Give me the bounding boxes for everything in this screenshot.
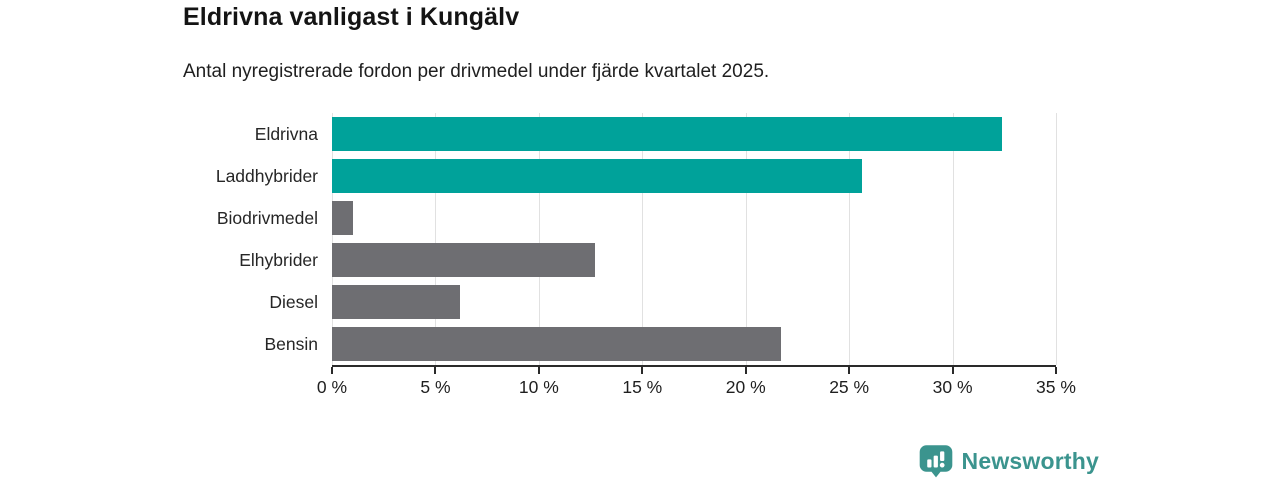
x-axis-tick: [641, 367, 644, 374]
x-axis-tick-label: 30 %: [932, 377, 973, 397]
x-axis-tick: [537, 367, 540, 374]
category-label: Elhybrider: [239, 249, 318, 270]
bar-track: [332, 327, 1056, 361]
bar: [332, 159, 862, 193]
bar-row: Diesel: [183, 281, 1056, 323]
bar-row: Laddhybrider: [183, 155, 1056, 197]
x-axis: 0 % 5 % 10 % 15 % 20 % 25 % 30 % 35 %: [317, 365, 1076, 403]
bar: [332, 327, 781, 361]
x-axis-tick: [951, 367, 954, 374]
x-axis-tick-label: 10 %: [518, 377, 559, 397]
gridline: [332, 113, 333, 365]
chart-title: Eldrivna vanligast i Kungälv: [183, 3, 520, 31]
gridline: [952, 113, 954, 365]
bar: [332, 285, 461, 319]
bar: [332, 201, 353, 235]
x-axis-tick-label: 5 %: [420, 377, 451, 397]
bar-chart: Eldrivna Laddhybrider Biodrivmedel Elhybrid…: [183, 113, 1076, 403]
chart-subtitle: Antal nyregistrerade fordon per drivmede…: [183, 61, 770, 82]
category-label: Laddhybrider: [215, 165, 318, 186]
x-axis-tick-label: 15 %: [622, 377, 663, 397]
bar-track: [332, 243, 1056, 277]
bar-row: Biodrivmedel: [183, 197, 1056, 239]
category-label: Bensin: [264, 333, 318, 354]
gridline: [849, 113, 851, 365]
bar: [332, 243, 595, 277]
newsworthy-logo: Newsworthy: [918, 444, 1099, 478]
category-label: Diesel: [269, 291, 318, 312]
gridline: [745, 113, 747, 365]
category-label: Biodrivmedel: [216, 207, 318, 228]
gridline: [642, 113, 644, 365]
bar-row: Bensin: [183, 323, 1056, 365]
x-axis-tick: [744, 367, 747, 374]
gridline: [435, 113, 437, 365]
bar-track: [332, 159, 1056, 193]
category-label: Eldrivna: [254, 123, 318, 144]
x-axis-tick-label: 0 %: [316, 377, 348, 397]
bar-track: [332, 285, 1056, 319]
x-axis-tick: [331, 367, 333, 374]
gridline: [1056, 113, 1057, 365]
bar-rows: Eldrivna Laddhybrider Biodrivmedel Elhybrid…: [183, 113, 1056, 365]
x-axis-tick: [848, 367, 851, 374]
bar-track: [332, 201, 1056, 235]
x-axis-tick: [434, 367, 437, 374]
bar-row: Eldrivna: [183, 113, 1056, 155]
x-axis-tick: [1055, 367, 1057, 374]
gridlines: [332, 113, 1057, 365]
bar-track: [332, 117, 1056, 151]
x-axis-tick-label: 35 %: [1036, 377, 1076, 397]
bar-chart-speech-bubble-icon: [919, 445, 952, 478]
gridline: [538, 113, 540, 365]
bar-row: Elhybrider: [183, 239, 1056, 281]
x-axis-tick-label: 20 %: [725, 377, 766, 397]
bar: [332, 117, 1003, 151]
newsworthy-wordmark: Newsworthy: [961, 447, 1099, 474]
x-axis-tick-label: 25 %: [829, 377, 870, 397]
